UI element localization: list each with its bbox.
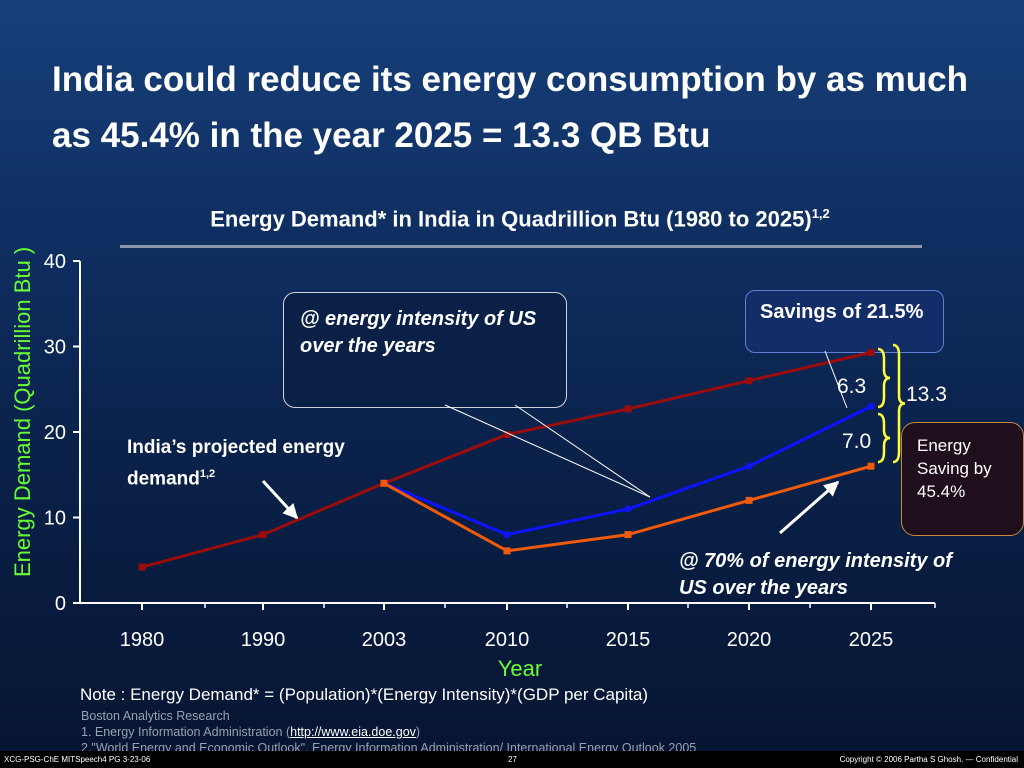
projected-demand-text: India’s projected energy demand xyxy=(127,437,345,490)
x-tick-label: 1980 xyxy=(120,629,165,651)
seventy-percent-callout-text: @ 70% of energy intensity of US over the… xyxy=(679,550,952,599)
footer-copyright: Copyright © 2006 Partha S Ghosh. — Confi… xyxy=(839,755,1018,764)
savings-callout-box xyxy=(745,290,944,353)
seventy-percent-point xyxy=(624,531,632,539)
us-intensity-callout-box xyxy=(283,292,567,408)
x-axis-label: Year xyxy=(497,656,543,681)
projected-arrow xyxy=(261,479,299,520)
x-tick-label: 2025 xyxy=(849,629,894,651)
chart-subtitle-text: Energy Demand* in India in Quadrillion B… xyxy=(210,206,812,232)
y-tick-label: 0 xyxy=(55,593,66,615)
footer-doc-id: XCG-PSG-ChE MITSpeech4 PG 3-23-06 xyxy=(4,755,151,764)
projected-demand-point xyxy=(624,405,632,413)
x-tick-label: 2020 xyxy=(727,629,772,651)
callout-pointer-1 xyxy=(444,404,651,498)
y-tick-label: 30 xyxy=(44,337,66,359)
source-1-prefix: 1. Energy Information Administration ( xyxy=(81,725,291,739)
source-1: 1. Energy Information Administration (ht… xyxy=(81,724,696,740)
subtitle-underline xyxy=(120,245,922,248)
slide-title: India could reduce its energy consumptio… xyxy=(52,60,969,155)
projected-demand-point xyxy=(867,348,875,356)
projected-demand-point xyxy=(745,377,753,385)
x-tick-label: 2003 xyxy=(362,629,407,651)
brace-upper xyxy=(877,347,891,409)
source-1-suffix: ) xyxy=(415,725,421,739)
us-intensity-point xyxy=(745,462,753,470)
projected-demand-sup: 1,2 xyxy=(199,468,216,480)
projected-demand-point xyxy=(259,531,267,539)
savings-value-upper: 6.3 xyxy=(837,375,867,398)
callout-pointer-2 xyxy=(514,404,651,498)
formula-note: Note : Energy Demand* = (Population)*(En… xyxy=(80,685,649,704)
seventy-percent-point xyxy=(380,479,388,487)
x-tick-label: 2015 xyxy=(606,629,651,651)
y-tick-label: 20 xyxy=(44,422,66,444)
seventy-percent-point xyxy=(867,462,875,470)
chart-subtitle: Energy Demand* in India in Quadrillion B… xyxy=(0,206,1024,232)
energy-saving-callout-text: Energy Saving by 45.4% xyxy=(917,436,992,501)
us-intensity-callout-text: @ energy intensity of US over the years xyxy=(300,308,537,357)
brace-total xyxy=(892,343,906,464)
x-tick-label: 1990 xyxy=(241,629,286,651)
y-axis-label: Energy Demand (Quadrillion Btu ) xyxy=(10,246,35,577)
seventy-percent-arrow xyxy=(779,480,840,535)
sources-block: Boston Analytics Research 1. Energy Info… xyxy=(81,708,696,756)
projected-demand-label: India’s projected energy demand1,2 xyxy=(127,434,407,492)
projected-demand-point xyxy=(503,431,511,439)
footer-bar: XCG-PSG-ChE MITSpeech4 PG 3-23-06 27 Cop… xyxy=(0,751,1024,768)
source-org: Boston Analytics Research xyxy=(81,709,230,723)
us-intensity-point xyxy=(624,505,632,513)
savings-value-lower: 7.0 xyxy=(842,430,872,453)
chart-subtitle-sup: 1,2 xyxy=(811,206,830,221)
seventy-percent-point xyxy=(745,496,753,504)
savings-pointer xyxy=(824,350,848,409)
brace-lower xyxy=(877,412,891,464)
footer-page-number: 27 xyxy=(508,755,517,764)
y-tick-label: 40 xyxy=(44,251,66,273)
y-tick-label: 10 xyxy=(44,508,66,530)
projected-demand-point xyxy=(138,563,146,571)
seventy-percent-point xyxy=(503,547,511,555)
eia-link[interactable]: http://www.eia.doe.gov xyxy=(290,725,416,739)
savings-value-total: 13.3 xyxy=(906,383,947,406)
x-tick-label: 2010 xyxy=(485,629,530,651)
us-intensity-point xyxy=(867,402,875,410)
savings-callout-text: Savings of 21.5% xyxy=(760,301,924,323)
us-intensity-point xyxy=(503,531,511,539)
